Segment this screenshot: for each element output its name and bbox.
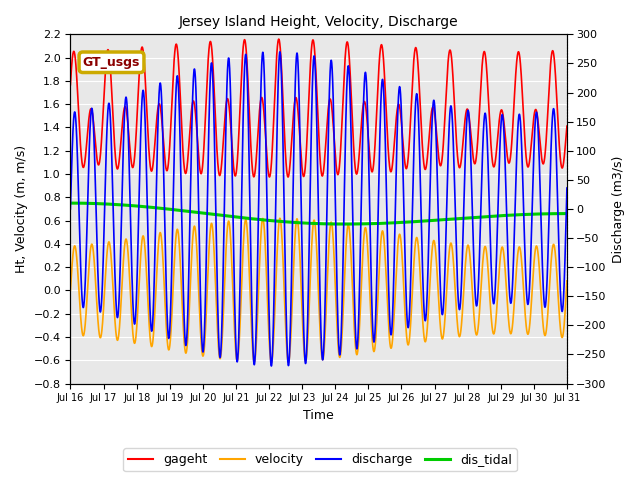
gageht [284,174,292,180]
dis_tidal [437,217,445,223]
dis_tidal [157,205,164,211]
gageht [157,106,164,111]
Legend: gageht, velocity, discharge, dis_tidal: gageht, velocity, discharge, dis_tidal [123,448,517,471]
discharge [256,120,264,126]
Title: Jersey Island Height, Velocity, Discharge: Jersey Island Height, Velocity, Discharg… [179,15,458,29]
discharge [437,300,445,306]
discharge [563,185,571,191]
discharge [390,284,397,290]
velocity [563,278,571,284]
gageht [256,102,264,108]
dis_tidal [340,221,348,227]
dis_tidal [390,220,397,226]
velocity [390,324,397,329]
discharge [67,206,74,212]
gageht [563,123,571,129]
Line: velocity: velocity [70,218,567,362]
Line: gageht: gageht [70,39,567,177]
gageht [390,151,397,156]
gageht [475,120,483,125]
X-axis label: Time: Time [303,409,334,422]
velocity [437,331,445,336]
velocity [67,288,74,293]
discharge [276,49,284,55]
gageht [275,36,283,42]
velocity [256,248,264,254]
gageht [437,162,445,168]
discharge [157,82,164,87]
velocity [157,230,164,236]
Line: dis_tidal: dis_tidal [70,203,567,224]
dis_tidal [67,200,74,206]
discharge [268,363,275,369]
velocity [268,360,275,365]
gageht [365,135,372,141]
velocity [365,259,372,264]
Y-axis label: Ht, Velocity (m, m/s): Ht, Velocity (m, m/s) [15,145,28,273]
Text: GT_usgs: GT_usgs [83,56,140,69]
dis_tidal [563,211,571,216]
gageht [67,82,74,88]
dis_tidal [256,216,264,222]
dis_tidal [364,221,372,227]
Line: discharge: discharge [70,52,567,366]
discharge [365,143,372,149]
dis_tidal [475,214,483,220]
Y-axis label: Discharge (m3/s): Discharge (m3/s) [612,155,625,263]
velocity [475,318,483,324]
discharge [475,272,483,277]
velocity [276,216,284,221]
